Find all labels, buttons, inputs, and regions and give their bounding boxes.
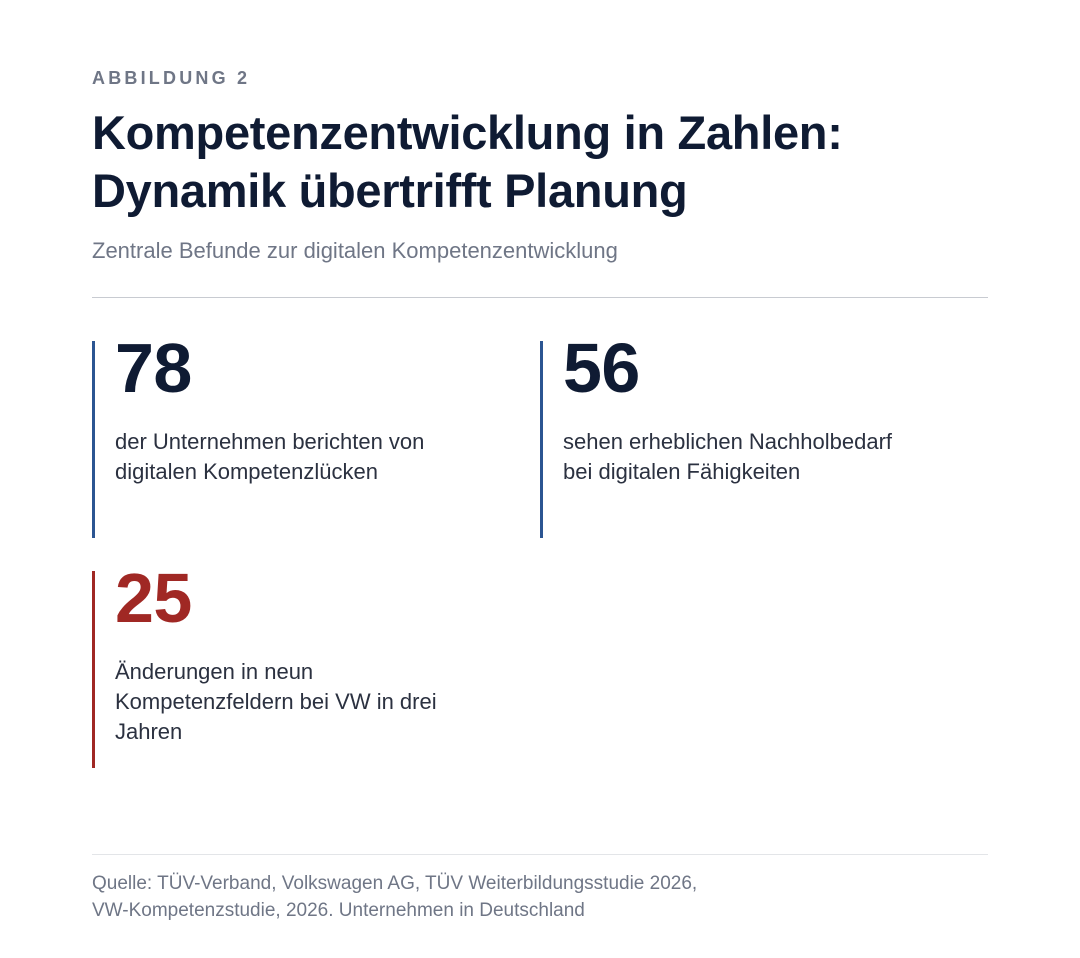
source-line: VW-Kompetenzstudie, 2026. Unternehmen in…	[92, 900, 585, 921]
stat-card-vw-changes: 25 Änderungen in neun Kompetenzfeldern b…	[92, 563, 502, 768]
stat-description-line: sehen erheblichen Nachholbedarf	[563, 429, 893, 454]
stat-description-line: digitalen Kompetenzlücken	[115, 459, 378, 484]
title-line-1: Kompetenzentwicklung in Zahlen:	[92, 106, 843, 159]
header-divider	[92, 297, 988, 298]
stat-description: der Unternehmen berichten von digitalen …	[115, 427, 502, 487]
footer-divider	[92, 854, 988, 855]
figure-subtitle: Zentrale Befunde zur digitalen Kompetenz…	[92, 238, 618, 263]
stat-card-digital-gaps: 78 der Unternehmen berichten von digital…	[92, 333, 502, 538]
stat-card-catch-up-need: 56 sehen erheblichen Nachholbedarf bei d…	[540, 333, 950, 538]
stat-description-line: Jahren	[115, 719, 183, 744]
stat-description-line: bei digitalen Fähigkeiten	[563, 459, 801, 484]
stat-description: Änderungen in neun Kompetenzfeldern bei …	[115, 657, 502, 747]
figure-page: ABBILDUNG 2 Kompetenzentwicklung in Zahl…	[92, 0, 988, 958]
source-line: Quelle: TÜV-Verband, Volkswagen AG, TÜV …	[92, 873, 698, 894]
stat-description-line: der Unternehmen berichten von	[115, 429, 425, 454]
stat-value: 78	[115, 329, 192, 407]
source-note: Quelle: TÜV-Verband, Volkswagen AG, TÜV …	[92, 870, 988, 924]
figure-label: ABBILDUNG 2	[92, 68, 251, 88]
stat-value: 25	[115, 559, 192, 637]
stat-description-line: Änderungen in neun	[115, 659, 314, 684]
title-line-2: Dynamik übertrifft Planung	[92, 164, 688, 217]
stat-value: 56	[563, 329, 640, 407]
stat-description-line: Kompetenzfeldern bei VW in drei	[115, 689, 437, 714]
figure-title: Kompetenzentwicklung in Zahlen: Dynamik …	[92, 104, 988, 220]
stat-description: sehen erheblichen Nachholbedarf bei digi…	[563, 427, 950, 487]
